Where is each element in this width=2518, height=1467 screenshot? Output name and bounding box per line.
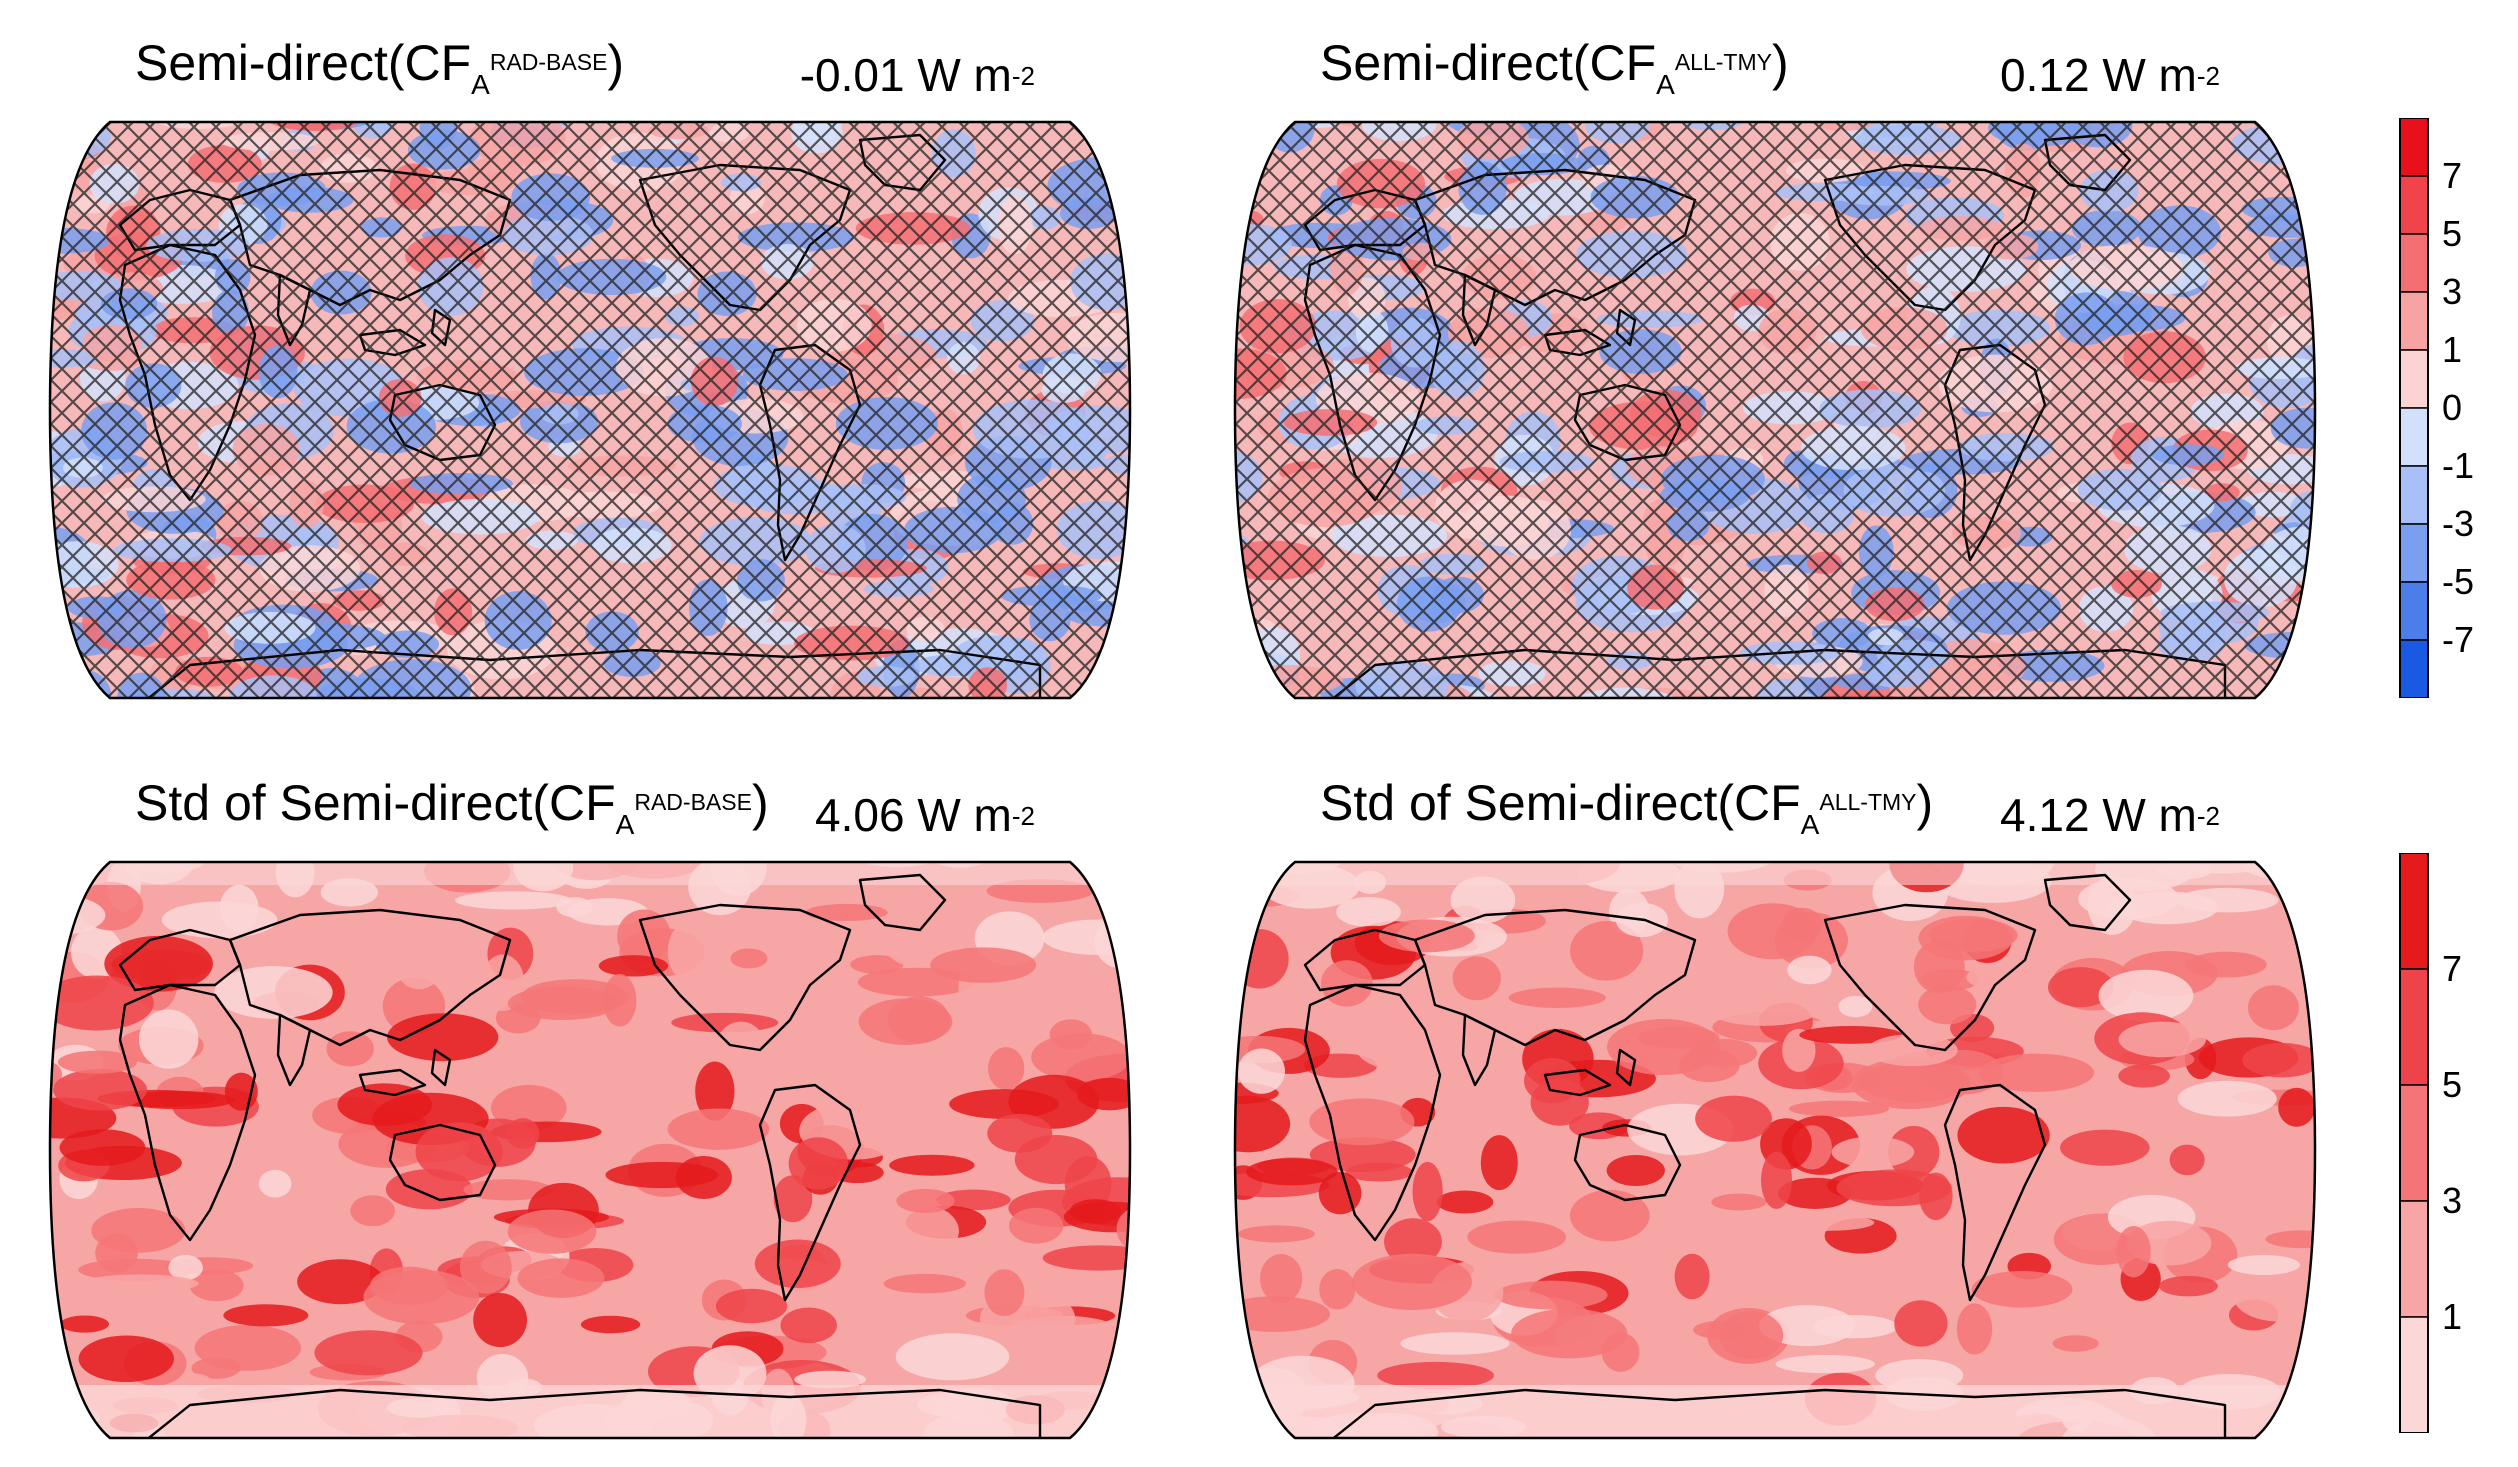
panel-title: Semi-direct(CFAALL-TMY) [1320, 35, 1789, 100]
colorbar-tick-label: 3 [2442, 271, 2462, 312]
global-mean-label: 4.12 W m-2 [2000, 789, 2220, 841]
panel-title: Std of Semi-direct(CFAALL-TMY) [1320, 775, 1934, 840]
colorbar-tick-label: 0 [2442, 387, 2462, 428]
colorbar-tick-label: 3 [2442, 1180, 2462, 1221]
colorbar-swatch [2399, 118, 2429, 177]
colorbar-tick-label: 1 [2442, 329, 2462, 370]
world-map [1233, 120, 2317, 700]
colorbar-diverging: 7 5 3 1 0 -1 -3 -5 -7 [2399, 118, 2474, 698]
panel-title: Semi-direct(CFARAD-BASE) [135, 35, 625, 100]
colorbar-swatch [2399, 968, 2429, 1086]
panel-std-semi-direct-rad-base: Std of Semi-direct(CFARAD-BASE) 4.06 W m… [40, 760, 1140, 1460]
colorbar-swatch [2399, 1084, 2429, 1202]
colorbar-swatch [2399, 639, 2429, 698]
colorbar-tick-label: 5 [2442, 1064, 2462, 1105]
colorbar-swatch [2399, 291, 2429, 351]
colorbar-swatch [2399, 581, 2429, 641]
colorbar-tick-label: -7 [2442, 619, 2474, 660]
colorbar-swatch [2399, 175, 2429, 235]
colorbar-tick-label: 7 [2442, 948, 2462, 989]
colorbar-swatch [2399, 1316, 2429, 1433]
colorbar-tick-label: -1 [2442, 445, 2474, 486]
colorbar-swatch [2399, 1200, 2429, 1318]
world-map [48, 860, 1132, 1440]
world-map [48, 120, 1132, 700]
global-mean-label: 4.06 W m-2 [815, 789, 1035, 841]
colorbar-swatch [2399, 349, 2429, 409]
colorbar-tick-label: 5 [2442, 213, 2462, 254]
panel-semi-direct-all-tmy: Semi-direct(CFAALL-TMY) 0.12 W m-2 [1225, 20, 2325, 720]
colorbar-swatch [2399, 465, 2429, 525]
colorbar-tick-label: 1 [2442, 1296, 2462, 1337]
panel-semi-direct-rad-base: Semi-direct(CFARAD-BASE) -0.01 W m-2 [40, 20, 1140, 720]
colorbar-sequential: 7 5 3 1 [2399, 853, 2462, 1433]
colorbar-swatch [2399, 407, 2429, 467]
colorbar-tick-label: -3 [2442, 503, 2474, 544]
panel-std-semi-direct-all-tmy: Std of Semi-direct(CFAALL-TMY) 4.12 W m-… [1225, 760, 2325, 1460]
world-map [1233, 860, 2317, 1440]
colorbar-tick-label: 7 [2442, 155, 2462, 196]
colorbar-swatch [2399, 853, 2429, 970]
colorbar-swatch [2399, 523, 2429, 583]
global-mean-label: 0.12 W m-2 [2000, 49, 2220, 101]
global-mean-label: -0.01 W m-2 [799, 49, 1035, 101]
colorbar-swatch [2399, 233, 2429, 293]
panel-title: Std of Semi-direct(CFARAD-BASE) [135, 775, 769, 840]
colorbar-tick-label: -5 [2442, 561, 2474, 602]
